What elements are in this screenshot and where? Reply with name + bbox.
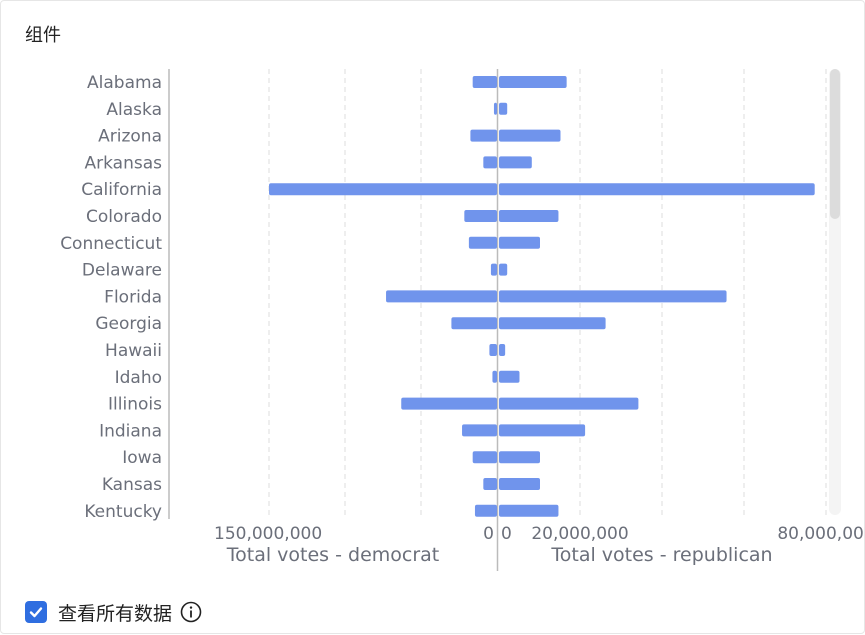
category-label: Alabama — [87, 73, 162, 93]
checkmark-icon — [29, 607, 43, 618]
footer: 查看所有数据 — [25, 598, 202, 626]
bar-republican — [499, 424, 586, 437]
bar-republican — [499, 451, 540, 464]
bar-democrat — [386, 290, 497, 303]
bar-democrat — [472, 451, 497, 464]
left-axis-title: Total votes - democrat — [226, 544, 440, 566]
label-layer: Alabama Alaska Arizona Arkansas California Co… — [60, 73, 865, 566]
category-label: Georgia — [95, 314, 162, 334]
bar-democrat — [492, 370, 497, 383]
chart-scrollbar[interactable] — [829, 69, 841, 515]
bar-democrat — [470, 129, 497, 142]
bar-democrat — [472, 76, 497, 88]
category-label: Indiana — [99, 421, 162, 441]
category-label: Illinois — [108, 395, 162, 415]
bar-democrat — [451, 317, 497, 330]
bar-democrat — [483, 478, 497, 490]
category-label: Florida — [104, 287, 162, 307]
category-label: Arizona — [98, 127, 162, 147]
bar-democrat — [493, 102, 497, 115]
bar-republican — [499, 129, 561, 142]
view-all-data-checkbox[interactable] — [25, 601, 47, 623]
bar-republican — [499, 290, 727, 303]
category-label: Colorado — [86, 207, 162, 227]
bar-republican — [499, 317, 606, 330]
category-label: California — [81, 180, 162, 200]
view-all-data-label[interactable]: 查看所有数据 — [58, 602, 173, 625]
tick-label: 0 — [483, 524, 494, 544]
bar-republican — [499, 76, 567, 88]
category-label: Alaska — [106, 100, 162, 120]
bar-democrat — [483, 156, 497, 169]
bar-democrat — [490, 263, 497, 276]
tick-label: 150,000,000 — [214, 524, 322, 544]
bar-republican — [499, 344, 506, 356]
bar-republican — [499, 504, 559, 517]
bar-democrat — [401, 397, 497, 410]
right-axis-title: Total votes - republican — [550, 544, 772, 566]
category-label: Kansas — [102, 475, 162, 495]
bar-republican — [499, 102, 508, 115]
bar-republican — [499, 236, 540, 249]
category-label: Connecticut — [60, 234, 162, 254]
bar-democrat — [269, 183, 497, 196]
category-label: Idaho — [115, 368, 162, 388]
bar-layer — [269, 76, 815, 517]
bar-republican — [499, 210, 559, 222]
category-label: Iowa — [122, 448, 162, 468]
chart-scrollbar-thumb[interactable] — [830, 69, 840, 219]
bar-democrat — [474, 504, 497, 517]
category-label: Kentucky — [84, 502, 162, 522]
bar-republican — [499, 397, 639, 410]
bar-democrat — [489, 344, 497, 356]
category-label: Arkansas — [85, 153, 163, 173]
info-circle-icon[interactable] — [180, 601, 202, 623]
category-label: Delaware — [82, 261, 162, 281]
tick-label: 20,000,000 — [531, 524, 628, 544]
bar-republican — [499, 156, 532, 169]
bar-republican — [499, 183, 815, 196]
grid-layer — [168, 69, 827, 571]
bar-democrat — [462, 424, 497, 437]
bar-democrat — [464, 210, 497, 222]
card-title: 组件 — [25, 25, 61, 46]
bar-republican — [499, 478, 540, 490]
tick-label: 0 — [501, 524, 512, 544]
bar-republican — [499, 370, 520, 383]
category-label: Hawaii — [105, 341, 162, 361]
tick-label: 80,000,000 — [777, 524, 865, 544]
bar-republican — [499, 263, 508, 276]
bar-democrat — [468, 236, 497, 249]
